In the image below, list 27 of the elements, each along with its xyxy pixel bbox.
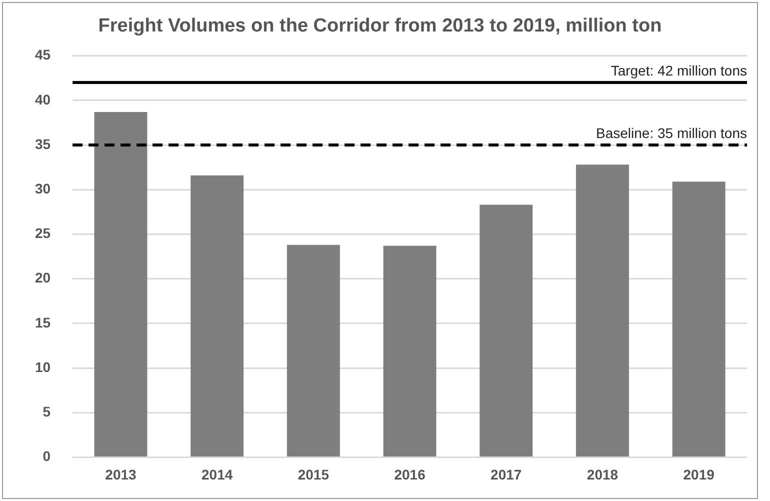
y-tick-label: 20 <box>34 270 51 286</box>
x-tick-label: 2016 <box>394 466 426 482</box>
bar <box>286 244 340 456</box>
y-tick-label: 40 <box>34 91 51 108</box>
y-tick-label: 10 <box>34 358 51 375</box>
x-tick-label: 2014 <box>202 466 233 482</box>
chart-title: Freight Volumes on the Corridor from 2013 to 2019, million ton <box>98 16 662 37</box>
y-tick-label: 35 <box>34 136 51 152</box>
y-tick-label: 0 <box>42 448 51 464</box>
bar <box>190 175 244 456</box>
ref-line-label: Baseline: 35 million tons <box>596 124 747 141</box>
bar <box>576 164 629 456</box>
y-tick-label: 25 <box>34 225 51 242</box>
x-tick-label: 2018 <box>586 466 618 482</box>
y-tick-label: 15 <box>34 314 51 330</box>
x-tick-label: 2013 <box>105 466 137 482</box>
x-tick-label: 2015 <box>298 466 330 482</box>
y-tick-label: 45 <box>34 46 51 63</box>
bar <box>94 112 148 456</box>
x-tick-label: 2017 <box>490 466 522 482</box>
y-tick-label: 30 <box>34 180 51 196</box>
ref-line-label: Target: 42 million tons <box>610 62 747 78</box>
x-tick-label: 2019 <box>683 466 715 482</box>
bar <box>383 246 436 456</box>
y-tick-label: 5 <box>42 403 51 420</box>
bar <box>672 182 726 456</box>
bar <box>480 204 533 456</box>
